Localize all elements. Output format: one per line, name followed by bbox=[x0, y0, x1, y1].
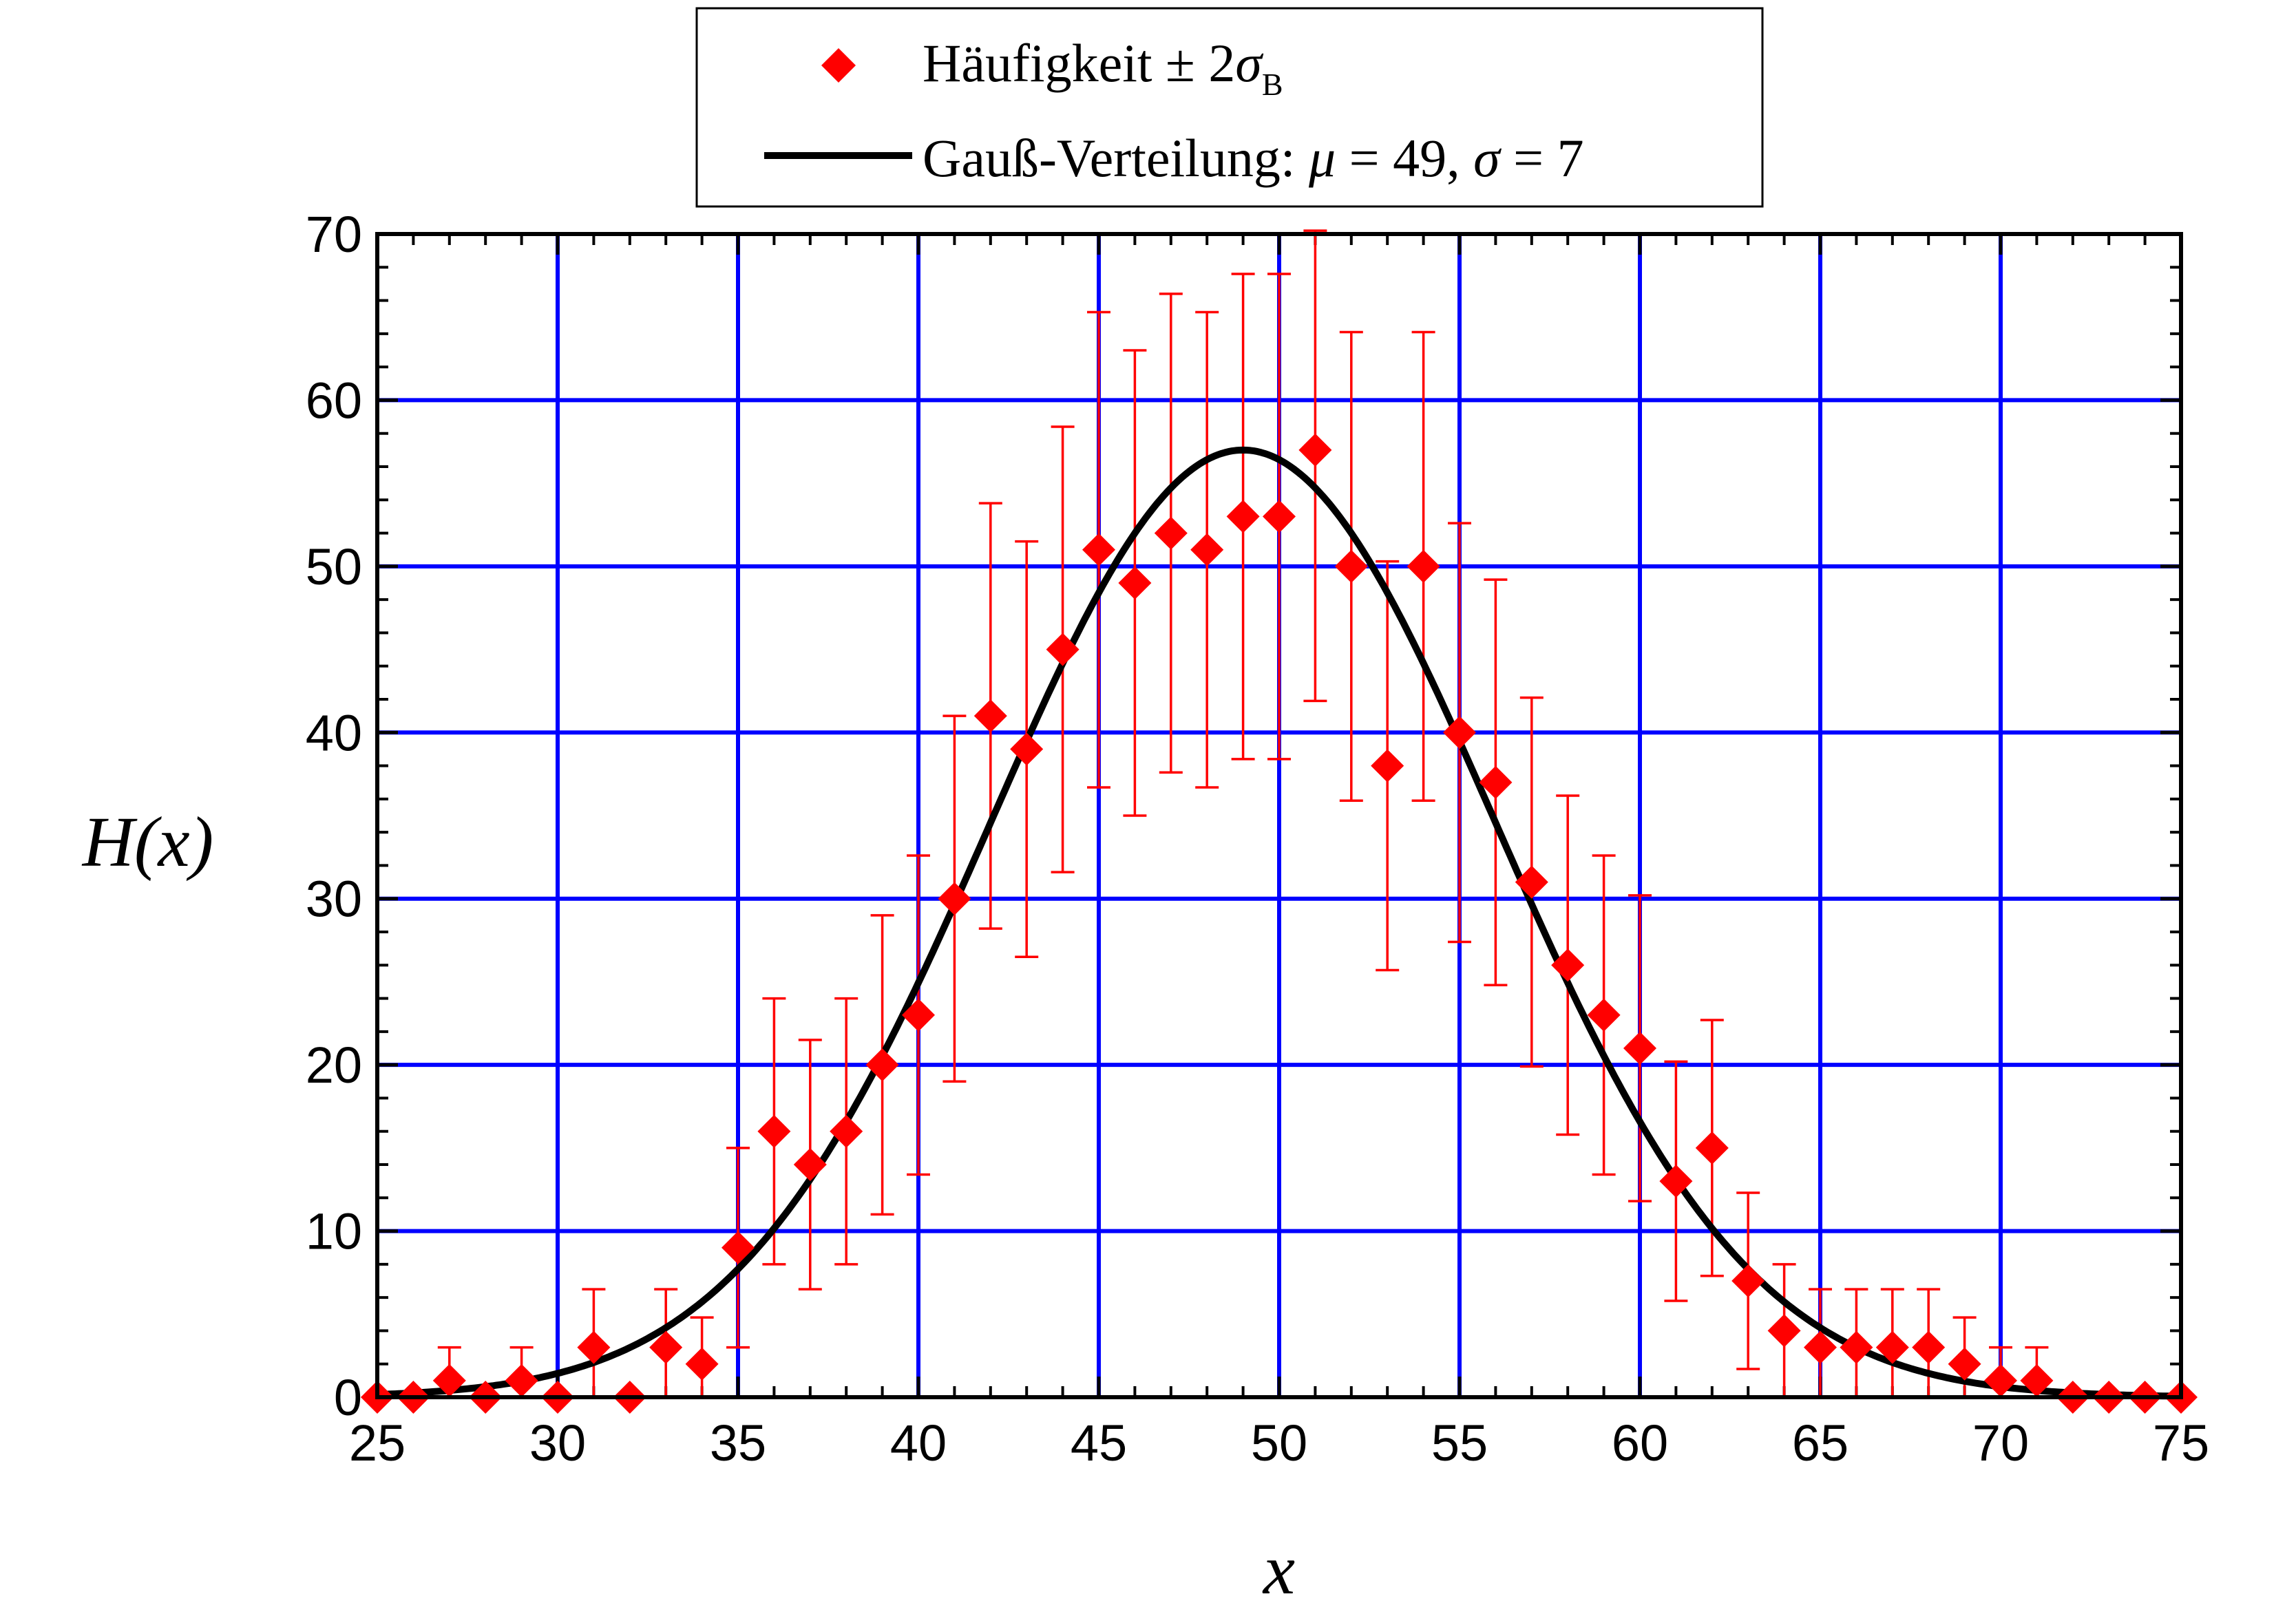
data-point-diamond bbox=[793, 1148, 827, 1181]
svg-text:Häufigkeit ± 2σB: Häufigkeit ± 2σB bbox=[923, 33, 1283, 102]
y-axis-title: H(x) bbox=[81, 803, 214, 882]
legend-sigma-symbol: σ bbox=[1235, 33, 1263, 93]
data-point-diamond bbox=[685, 1347, 719, 1381]
y-tick-label: 20 bbox=[306, 1037, 362, 1094]
data-point-diamond bbox=[1912, 1330, 1946, 1364]
legend-mu-value: = 49, bbox=[1336, 128, 1473, 188]
x-tick-label: 65 bbox=[1792, 1414, 1849, 1472]
data-point-diamond bbox=[1875, 1330, 1909, 1364]
data-point-diamond bbox=[1731, 1264, 1765, 1297]
data-point-diamond bbox=[1515, 865, 1548, 899]
x-tick-label: 30 bbox=[529, 1414, 586, 1472]
data-point-diamond bbox=[1479, 765, 1513, 799]
data-point-diamond bbox=[1948, 1347, 1981, 1381]
legend-scatter-label: Häufigkeit ± 2 bbox=[923, 33, 1235, 93]
data-point-diamond bbox=[973, 699, 1007, 733]
x-tick-label: 25 bbox=[349, 1414, 406, 1472]
y-tick-label: 30 bbox=[306, 871, 362, 928]
y-tick-label: 60 bbox=[306, 372, 362, 429]
data-point-diamond bbox=[1587, 998, 1621, 1032]
data-point-diamond bbox=[1082, 533, 1115, 566]
data-point-diamond bbox=[2020, 1363, 2054, 1397]
data-point-diamond bbox=[722, 1231, 755, 1264]
data-point-diamond bbox=[1804, 1330, 1837, 1364]
data-point-diamond bbox=[1226, 500, 1260, 533]
y-tick-labels: 0 10 20 30 40 50 60 70 bbox=[306, 206, 362, 1426]
x-tick-label: 75 bbox=[2153, 1414, 2209, 1472]
legend-sigma-subscript: B bbox=[1262, 67, 1283, 102]
data-point-diamond bbox=[649, 1330, 683, 1364]
data-point-diamond bbox=[1010, 732, 1044, 766]
data-point-diamond bbox=[577, 1330, 611, 1364]
data-point-diamond bbox=[1263, 500, 1296, 533]
error-bars bbox=[437, 229, 2049, 1399]
data-point-diamond bbox=[432, 1363, 466, 1397]
data-point-diamond bbox=[1551, 948, 1585, 982]
y-tick-label: 50 bbox=[306, 538, 362, 595]
data-point-diamond bbox=[1334, 549, 1368, 583]
data-point-diamond bbox=[1695, 1131, 1729, 1165]
x-tick-label: 35 bbox=[710, 1414, 766, 1472]
legend-line-label: Gauß-Verteilung: bbox=[923, 128, 1309, 188]
legend-box bbox=[695, 7, 1764, 208]
data-point-diamond bbox=[1190, 533, 1224, 566]
legend-diamond-marker bbox=[821, 48, 856, 83]
gaussian-curve-line bbox=[377, 446, 2182, 1400]
x-tick-label: 40 bbox=[890, 1414, 947, 1472]
x-tick-label: 70 bbox=[1972, 1414, 2029, 1472]
data-point-diamond bbox=[1407, 549, 1440, 583]
x-tick-label: 55 bbox=[1431, 1414, 1488, 1472]
x-tick-labels: 25 30 35 40 45 50 55 60 65 70 75 bbox=[349, 1414, 2209, 1472]
legend: Häufigkeit ± 2σB Gauß-Verteilung: μ = 49… bbox=[695, 7, 1764, 208]
data-point-diamond bbox=[1046, 633, 1079, 666]
data-point-diamond bbox=[1443, 716, 1476, 750]
data-point-diamond bbox=[830, 1114, 863, 1148]
legend-mu-symbol: μ bbox=[1308, 128, 1336, 188]
gaussian-curve bbox=[377, 446, 2182, 1400]
data-point-diamond bbox=[1371, 749, 1404, 783]
x-tick-label: 45 bbox=[1071, 1414, 1127, 1472]
data-point-diamond bbox=[1154, 516, 1188, 550]
data-point-diamond bbox=[1118, 566, 1152, 599]
y-tick-label: 70 bbox=[306, 206, 362, 263]
y-tick-label: 10 bbox=[306, 1203, 362, 1260]
data-point-diamond bbox=[938, 882, 971, 915]
data-point-diamond bbox=[505, 1363, 538, 1397]
y-tick-label: 40 bbox=[306, 704, 362, 761]
x-tick-label: 60 bbox=[1612, 1414, 1668, 1472]
legend-sigma-symbol-2: σ bbox=[1473, 128, 1502, 188]
data-point-diamond bbox=[1984, 1363, 2017, 1397]
legend-sigma-value: = 7 bbox=[1500, 128, 1584, 188]
data-point-diamond bbox=[865, 1048, 899, 1082]
x-axis-title: x bbox=[1262, 1530, 1295, 1603]
data-point-diamond bbox=[1298, 433, 1332, 467]
data-point-diamond bbox=[902, 998, 935, 1032]
data-point-diamond bbox=[1623, 1032, 1656, 1065]
data-point-diamond bbox=[1659, 1165, 1693, 1198]
data-point-diamond bbox=[1767, 1314, 1801, 1348]
plot-frame bbox=[375, 232, 2183, 1399]
data-point-diamond bbox=[1840, 1330, 1873, 1364]
data-point-diamond bbox=[757, 1114, 791, 1148]
svg-text:Gauß-Verteilung: μ = 49, σ = 7: Gauß-Verteilung: μ = 49, σ = 7 bbox=[923, 128, 1584, 188]
x-tick-label: 50 bbox=[1251, 1414, 1307, 1472]
y-tick-label: 0 bbox=[334, 1369, 362, 1426]
